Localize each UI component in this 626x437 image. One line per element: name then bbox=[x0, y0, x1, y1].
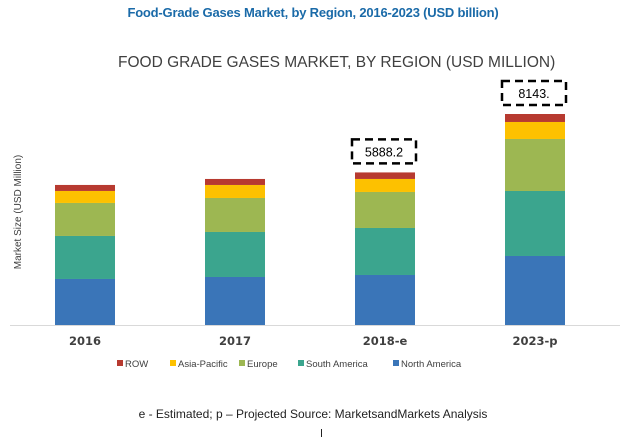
bar-segment-europe-2016 bbox=[55, 202, 115, 236]
bar-segment-north-america-2023-p bbox=[505, 256, 565, 325]
bar-segment-row-2023-p bbox=[505, 114, 565, 122]
text-cursor bbox=[321, 429, 322, 437]
source-note: e - Estimated; p – Projected Source: Mar… bbox=[138, 407, 488, 421]
bars-group bbox=[55, 114, 565, 325]
bar-segment-row-2018-e bbox=[355, 172, 415, 179]
page-title: Food-Grade Gases Market, by Region, 2016… bbox=[127, 5, 499, 20]
bar-segment-asia-pacific-2016 bbox=[55, 190, 115, 203]
legend-label-row: ROW bbox=[125, 359, 148, 370]
bar-segment-south-america-2017 bbox=[205, 231, 265, 277]
bar-segment-north-america-2018-e bbox=[355, 274, 415, 325]
bar-segment-south-america-2018-e bbox=[355, 227, 415, 275]
x-tick-labels: 2016 2017 2018-e 2023-p bbox=[69, 334, 558, 348]
legend-swatch-row bbox=[117, 360, 123, 366]
annotation-box bbox=[500, 79, 568, 107]
legend-label-europe: Europe bbox=[247, 359, 278, 370]
legend-swatch-asia-pacific bbox=[170, 360, 176, 366]
legend-label-north-america: North America bbox=[401, 359, 462, 370]
bar-segment-south-america-2016 bbox=[55, 235, 115, 279]
bar-segment-europe-2023-p bbox=[505, 138, 565, 191]
bar-segment-asia-pacific-2023-p bbox=[505, 121, 565, 139]
x-tick-label: 2018-e bbox=[363, 334, 408, 348]
x-tick-label: 2023-p bbox=[512, 334, 557, 348]
bar-segment-north-america-2016 bbox=[55, 278, 115, 325]
legend-label-asia-pacific: Asia-Pacific bbox=[178, 359, 228, 370]
x-tick-label: 2017 bbox=[219, 334, 251, 348]
bar-segment-north-america-2017 bbox=[205, 276, 265, 325]
legend-label-south-america: South America bbox=[306, 359, 368, 370]
chart-title: FOOD GRADE GASES MARKET, BY REGION (USD … bbox=[118, 54, 556, 71]
annotation-label: 8143. bbox=[518, 87, 549, 101]
bar-segment-row-2017 bbox=[205, 178, 265, 185]
bar-segment-row-2016 bbox=[55, 184, 115, 191]
legend: ROW Asia-Pacific Europe South America North … bbox=[117, 359, 462, 370]
legend-swatch-europe bbox=[239, 360, 245, 366]
annotation-label: 5888.2 bbox=[365, 145, 403, 159]
bar-segment-europe-2017 bbox=[205, 197, 265, 232]
bar-segment-asia-pacific-2018-e bbox=[355, 178, 415, 192]
bar-segment-europe-2018-e bbox=[355, 191, 415, 228]
bar-segment-south-america-2023-p bbox=[505, 190, 565, 256]
legend-swatch-south-america bbox=[298, 360, 304, 366]
annotations: 5888.2 8143. bbox=[350, 79, 568, 165]
annotation-box bbox=[350, 138, 418, 165]
legend-swatch-north-america bbox=[393, 360, 399, 366]
x-tick-label: 2016 bbox=[69, 334, 101, 348]
bar-segment-asia-pacific-2017 bbox=[205, 184, 265, 198]
